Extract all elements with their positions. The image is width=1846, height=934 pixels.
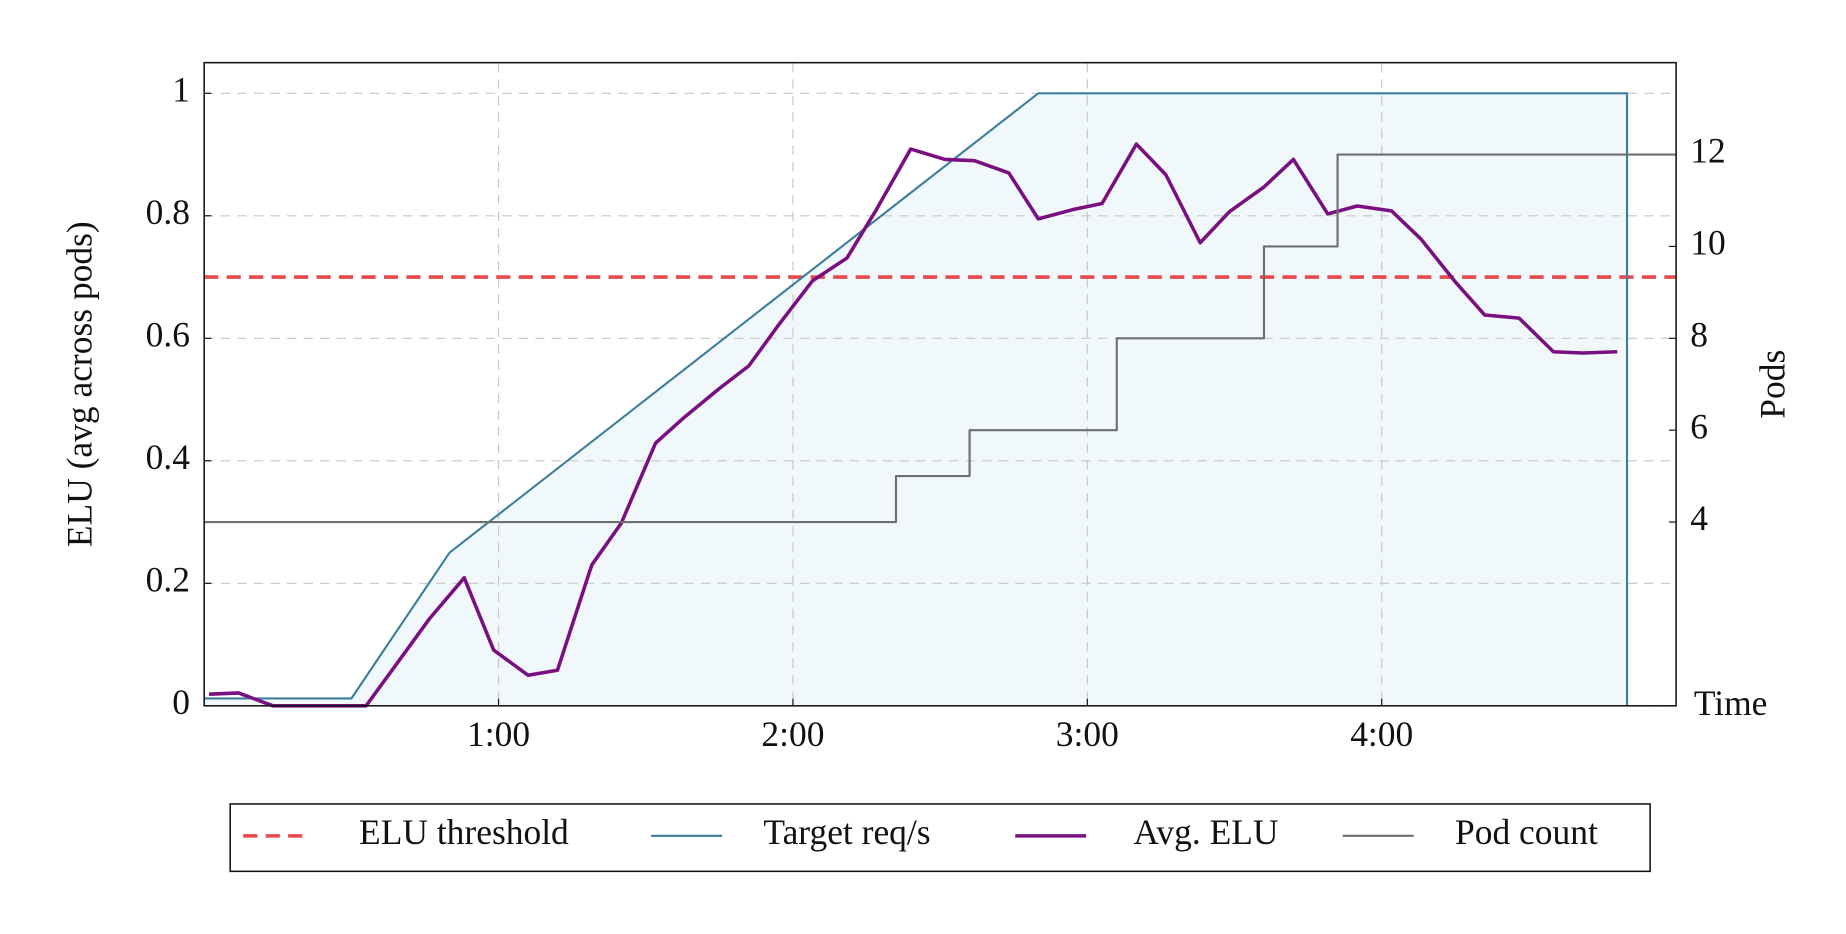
legend-label: Pod count	[1455, 812, 1598, 852]
y2-tick-label: 6	[1690, 406, 1708, 446]
x-tick-label: 2:00	[761, 714, 824, 754]
x-tick-label: 3:00	[1056, 714, 1119, 754]
x-axis-label: Time	[1694, 683, 1768, 723]
legend-box	[229, 803, 1651, 873]
line	[204, 153, 1677, 524]
plot-frame	[203, 61, 1677, 707]
line	[204, 92, 1629, 706]
y-tick-label: 0.4	[146, 437, 191, 477]
y-tick-label: 0.8	[146, 192, 190, 232]
area	[204, 93, 1628, 706]
y2-tick-label: 8	[1690, 314, 1708, 354]
y2-tick-label: 10	[1690, 223, 1725, 263]
y-tick-label: 1	[172, 69, 190, 109]
y-axis-label: ELU (avg across pods)	[60, 221, 100, 547]
y2-axis-label: Pods	[1753, 350, 1793, 419]
legend-label: Target req/s	[763, 812, 930, 852]
legend-label: Avg. ELU	[1133, 812, 1278, 852]
line	[209, 142, 1618, 708]
y-tick-label: 0	[172, 682, 190, 722]
y2-tick-label: 12	[1690, 131, 1725, 171]
y-tick-label: 0.6	[146, 314, 190, 354]
y2-tick-label: 4	[1690, 498, 1708, 538]
x-tick-label: 1:00	[467, 714, 530, 754]
x-tick-label: 4:00	[1350, 714, 1413, 754]
y-tick-label: 0.2	[146, 559, 190, 599]
legend-label: ELU threshold	[359, 812, 569, 852]
